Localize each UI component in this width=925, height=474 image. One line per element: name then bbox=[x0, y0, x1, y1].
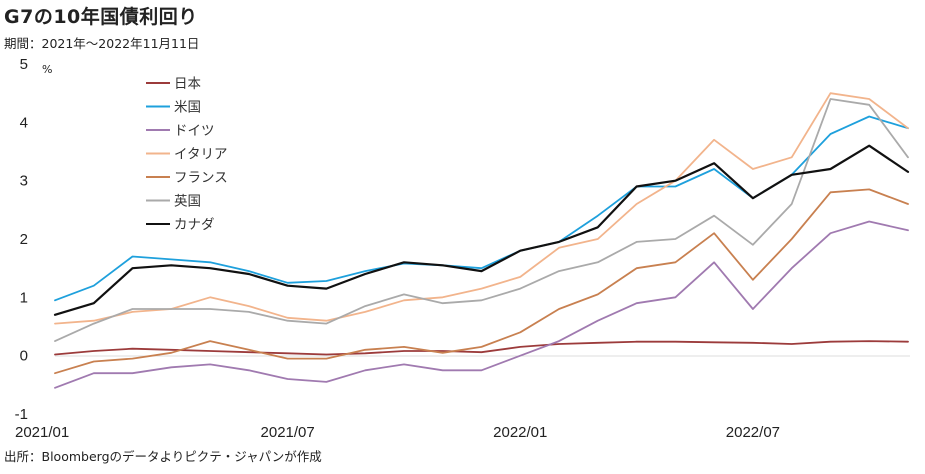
legend-label: カナダ bbox=[174, 217, 215, 233]
chart-period: 期間：2021年～2022年11月11日 bbox=[4, 36, 200, 51]
series-line-5 bbox=[54, 98, 909, 343]
legend-label: 日本 bbox=[174, 76, 201, 92]
source-note: 出所：Bloombergのデータよりピクテ・ジャパンが作成 bbox=[4, 449, 322, 464]
series-line-4 bbox=[54, 188, 909, 375]
x-tick-label: 2022/07 bbox=[726, 424, 780, 441]
chart-title: G7の10年国債利回り bbox=[4, 6, 198, 28]
series-line-3 bbox=[54, 92, 909, 325]
y-tick-label: 3 bbox=[20, 173, 28, 190]
series-line-6 bbox=[53, 144, 910, 316]
y-tick-label: 0 bbox=[20, 348, 28, 365]
y-tick-label: -1 bbox=[15, 406, 28, 423]
y-tick-label: 1 bbox=[20, 289, 28, 306]
y-tick-label: 4 bbox=[20, 114, 28, 131]
y-axis: 5 4 3 2 1 0 -1 bbox=[15, 56, 28, 423]
x-tick-label: 2021/07 bbox=[261, 424, 315, 441]
legend-label: フランス bbox=[174, 170, 228, 186]
legend-label: 英国 bbox=[174, 193, 201, 210]
x-tick-label: 2021/01 bbox=[15, 424, 69, 441]
series-line-2 bbox=[54, 220, 909, 389]
legend-label: ドイツ bbox=[174, 123, 215, 139]
x-tick-label: 2022/01 bbox=[493, 424, 547, 441]
y-tick-label: 5 bbox=[20, 56, 28, 73]
series-line-0 bbox=[54, 340, 909, 356]
legend-label: イタリア bbox=[174, 147, 227, 163]
legend-label: 米国 bbox=[174, 100, 201, 116]
y-tick-label: 2 bbox=[20, 231, 28, 248]
y-unit-label: % bbox=[42, 63, 52, 76]
series-lines bbox=[53, 92, 910, 389]
x-axis: 2021/01 2021/07 2022/01 2022/07 bbox=[15, 424, 780, 441]
